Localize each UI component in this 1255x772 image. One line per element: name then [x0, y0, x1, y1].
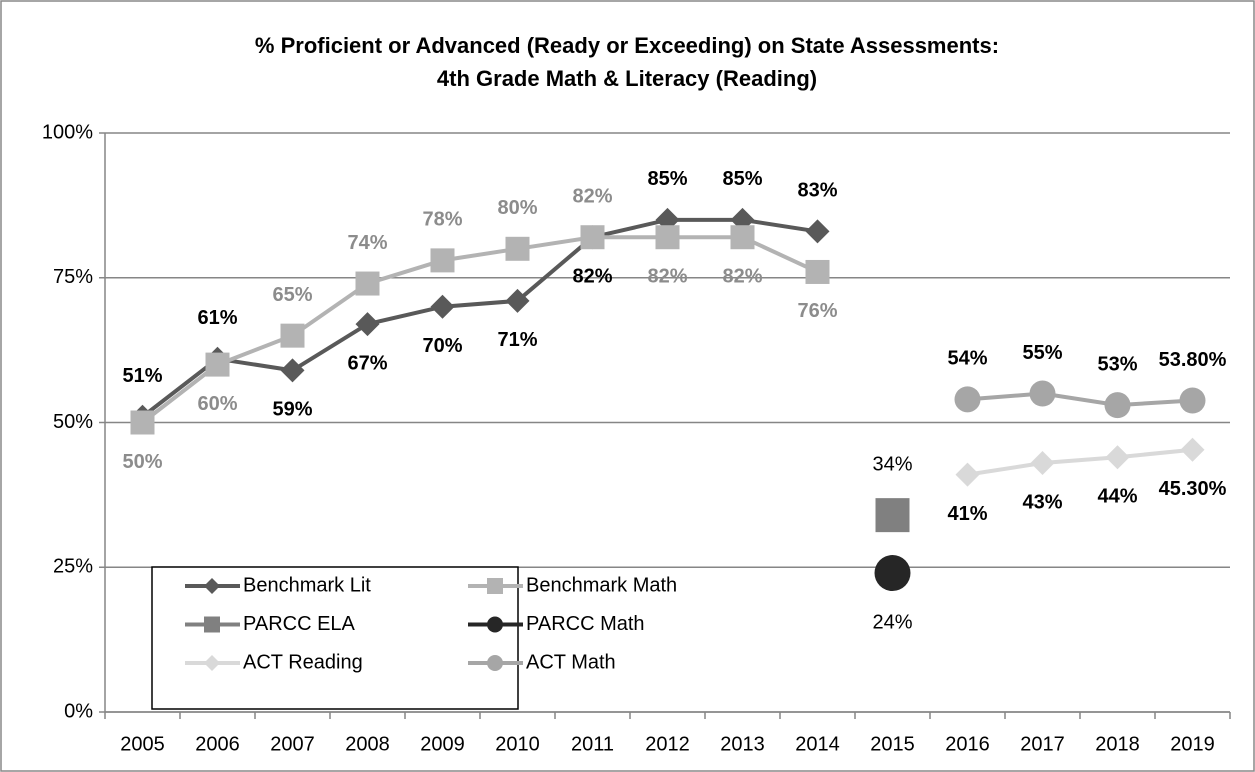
chart-title: % Proficient or Advanced (Ready or Excee… [255, 33, 999, 58]
point-marker [355, 271, 380, 296]
data-label: 71% [497, 329, 537, 351]
data-label: 60% [197, 393, 237, 415]
data-label: 24% [872, 611, 912, 633]
data-label: 53.80% [1159, 349, 1227, 371]
data-label: 76% [797, 300, 837, 322]
point-marker [874, 555, 911, 592]
point-marker [954, 386, 981, 413]
x-tick-label: 2017 [1020, 733, 1065, 755]
data-label: 85% [647, 168, 687, 190]
legend-label: PARCC ELA [243, 613, 356, 635]
x-tick-label: 2005 [120, 733, 165, 755]
data-label: 51% [122, 365, 162, 387]
point-marker [805, 219, 830, 244]
data-label: 78% [422, 209, 462, 231]
x-tick-label: 2014 [795, 733, 840, 755]
point-marker [355, 312, 380, 337]
point-marker [875, 498, 910, 533]
point-marker [805, 259, 830, 284]
data-label: 45.30% [1159, 478, 1227, 500]
data-label: 41% [947, 503, 987, 525]
data-label: 74% [347, 232, 387, 254]
point-marker [487, 578, 503, 594]
chart-subtitle: 4th Grade Math & Literacy (Reading) [437, 66, 817, 91]
legend-label: Benchmark Math [526, 574, 677, 596]
point-marker [955, 462, 980, 487]
point-marker [430, 248, 455, 273]
point-marker [1179, 387, 1206, 414]
y-tick-label: 75% [53, 266, 93, 288]
data-label: 83% [797, 180, 837, 202]
data-label: 54% [947, 348, 987, 370]
point-marker [205, 352, 230, 377]
data-label: 50% [122, 451, 162, 473]
series-line [141, 235, 819, 425]
data-label: 59% [272, 399, 312, 421]
x-tick-label: 2015 [870, 733, 915, 755]
x-tick-label: 2018 [1095, 733, 1140, 755]
point-marker [505, 288, 530, 313]
point-marker [1104, 392, 1131, 419]
point-marker [505, 236, 530, 261]
x-tick-label: 2009 [420, 733, 465, 755]
point-marker [1105, 445, 1130, 470]
data-label: 34% [872, 453, 912, 475]
legend-label: ACT Reading [243, 651, 363, 673]
y-tick-label: 0% [64, 700, 93, 722]
point-marker [1180, 437, 1205, 462]
point-marker [1030, 451, 1055, 476]
x-tick-label: 2012 [645, 733, 690, 755]
point-marker [204, 578, 220, 594]
legend-label: ACT Math [526, 651, 616, 673]
point-marker [655, 225, 680, 250]
legend-label: Benchmark Lit [243, 574, 371, 596]
data-label: 44% [1097, 486, 1137, 508]
data-label: 43% [1022, 491, 1062, 513]
point-marker [130, 410, 155, 435]
series-line [967, 391, 1193, 408]
x-tick-label: 2016 [945, 733, 990, 755]
point-marker [487, 616, 503, 633]
point-marker [430, 294, 455, 319]
data-label: 85% [722, 168, 762, 190]
x-tick-label: 2010 [495, 733, 540, 755]
x-tick-label: 2011 [571, 733, 614, 755]
point-marker [204, 655, 220, 671]
point-marker [280, 358, 305, 383]
x-tick-label: 2013 [720, 733, 765, 755]
data-label: 65% [272, 284, 312, 306]
point-marker [280, 323, 305, 348]
data-label: 70% [422, 335, 462, 357]
series-line [967, 447, 1193, 477]
point-marker [487, 655, 503, 671]
series-line [141, 217, 818, 419]
data-label: 55% [1022, 342, 1062, 364]
data-label: 82% [572, 186, 612, 208]
y-tick-label: 25% [53, 556, 93, 578]
legend-label: PARCC Math [526, 613, 645, 635]
data-label: 61% [197, 307, 237, 329]
data-label: 67% [347, 352, 387, 374]
x-tick-label: 2007 [270, 733, 315, 755]
y-tick-label: 50% [53, 411, 93, 433]
data-label: 80% [497, 197, 537, 219]
y-tick-label: 100% [42, 121, 93, 143]
x-tick-label: 2008 [345, 733, 390, 755]
x-tick-label: 2006 [195, 733, 240, 755]
data-label: 82% [722, 266, 762, 288]
point-marker [1029, 380, 1056, 407]
data-label: 82% [572, 266, 612, 288]
data-label: 82% [647, 266, 687, 288]
point-marker [730, 225, 755, 250]
point-marker [580, 225, 605, 250]
point-marker [204, 616, 220, 633]
x-tick-label: 2019 [1170, 733, 1215, 755]
data-label: 53% [1097, 353, 1137, 375]
